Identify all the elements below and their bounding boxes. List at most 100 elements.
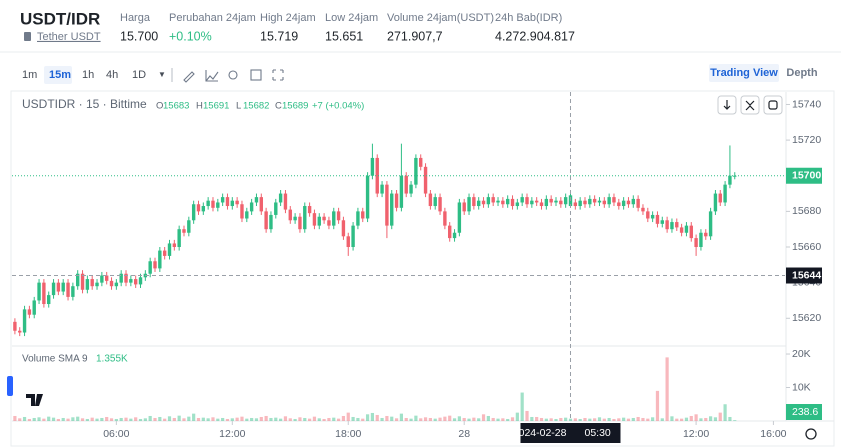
- volume-bar: [641, 417, 645, 421]
- volume-bar: [192, 413, 196, 421]
- candle-body: [18, 330, 22, 333]
- volume-bar: [588, 418, 592, 421]
- candle-body: [539, 202, 544, 207]
- candle-body: [278, 193, 283, 203]
- volume-bar: [109, 418, 114, 421]
- candle-body: [544, 198, 549, 207]
- chart-frame: [10, 90, 835, 447]
- volume-bar: [394, 418, 399, 421]
- candle-body: [80, 273, 85, 290]
- candle-body: [617, 202, 621, 207]
- view-button[interactable]: Trading View: [710, 67, 778, 79]
- volume-bar: [539, 417, 544, 421]
- candle-body: [303, 206, 307, 230]
- volume-bar: [288, 418, 292, 421]
- interval-button[interactable]: 15m: [49, 69, 71, 81]
- volume-bar: [684, 417, 689, 421]
- volume-bar: [245, 418, 249, 421]
- settings-icon[interactable]: [805, 428, 817, 440]
- volume-bar: [100, 417, 104, 421]
- candle-body: [597, 200, 602, 203]
- interval-button[interactable]: 1D: [132, 69, 146, 81]
- volume-bar: [332, 417, 336, 421]
- candle-body: [76, 273, 80, 287]
- volume-bar: [42, 418, 46, 421]
- volume-bar: [423, 417, 428, 421]
- candle-body: [124, 273, 128, 283]
- volume-bar: [452, 418, 457, 421]
- candle-body: [375, 157, 379, 194]
- volume-bar: [114, 418, 118, 421]
- volume-bar: [636, 416, 640, 421]
- volume-bar: [221, 417, 225, 421]
- volume-bar: [419, 418, 423, 421]
- volume-bar: [718, 412, 722, 421]
- volume-bar: [554, 418, 558, 421]
- stat-value: 15.700: [120, 29, 158, 43]
- volume-bar: [167, 416, 172, 421]
- interval-dropdown[interactable]: ▼: [158, 70, 166, 79]
- candle-body: [563, 197, 568, 205]
- candle-body: [510, 198, 515, 207]
- candle-body: [104, 275, 109, 281]
- candle-body: [713, 193, 718, 212]
- volume-bar: [704, 417, 708, 421]
- volume-bar: [298, 417, 302, 421]
- volume-bar: [612, 418, 616, 421]
- volume-bar: [187, 416, 191, 421]
- candle-body: [13, 321, 17, 331]
- interval-button[interactable]: 1h: [82, 69, 94, 81]
- candle-body: [583, 200, 587, 205]
- volume-bar: [264, 415, 268, 421]
- volume-bar: [617, 418, 621, 421]
- candle-body: [699, 232, 703, 248]
- volume-bar: [85, 418, 89, 421]
- volume-bar: [283, 416, 288, 421]
- candle-body: [47, 295, 51, 305]
- volume-bar: [18, 418, 22, 421]
- ohlc-letter: H: [196, 101, 203, 112]
- stat-value: 15.651: [325, 29, 363, 43]
- volume-bar: [51, 417, 56, 421]
- volume-bar: [438, 417, 442, 421]
- ohlc-value: 15691: [203, 101, 229, 112]
- candle-body: [534, 200, 539, 203]
- candle-body: [641, 207, 645, 212]
- stat-label: Perubahan 24jam: [169, 12, 256, 24]
- candle-body: [85, 279, 90, 290]
- candle-body: [138, 277, 143, 285]
- candle-body: [356, 211, 360, 226]
- stat-label: 24h Bab(IDR): [495, 12, 562, 24]
- side-tab[interactable]: [7, 376, 13, 396]
- candle-body: [438, 197, 442, 212]
- candle-body: [549, 198, 553, 203]
- stat-label: Harga: [120, 12, 151, 24]
- volume-bar: [607, 417, 611, 421]
- interval-button[interactable]: 1m: [22, 69, 37, 81]
- y-tick-label: 15660: [792, 241, 821, 253]
- candle-body: [322, 216, 326, 221]
- token-link[interactable]: Tether USDT: [37, 31, 101, 43]
- candle-body: [665, 220, 669, 230]
- volume-bar: [626, 418, 631, 421]
- candle-body: [423, 166, 428, 194]
- candle-body: [520, 197, 524, 203]
- view-button[interactable]: Depth: [786, 67, 817, 79]
- candle-body: [201, 206, 206, 212]
- volume-bar: [651, 417, 655, 421]
- candle-body: [602, 200, 607, 205]
- volume-bar: [655, 390, 660, 421]
- toolbar-icons[interactable]: [183, 69, 284, 83]
- volume-bar: [462, 417, 466, 421]
- candle-body: [385, 184, 389, 226]
- candle-body: [66, 282, 70, 297]
- candle-body: [592, 198, 597, 203]
- volume-bar: [27, 418, 31, 421]
- volume-y-tick-label: 10K: [792, 381, 811, 393]
- volume-bar: [47, 416, 51, 421]
- volume-bar: [515, 412, 519, 421]
- tv-logo: [26, 394, 43, 406]
- interval-button[interactable]: 4h: [106, 69, 118, 81]
- volume-bar: [148, 415, 152, 421]
